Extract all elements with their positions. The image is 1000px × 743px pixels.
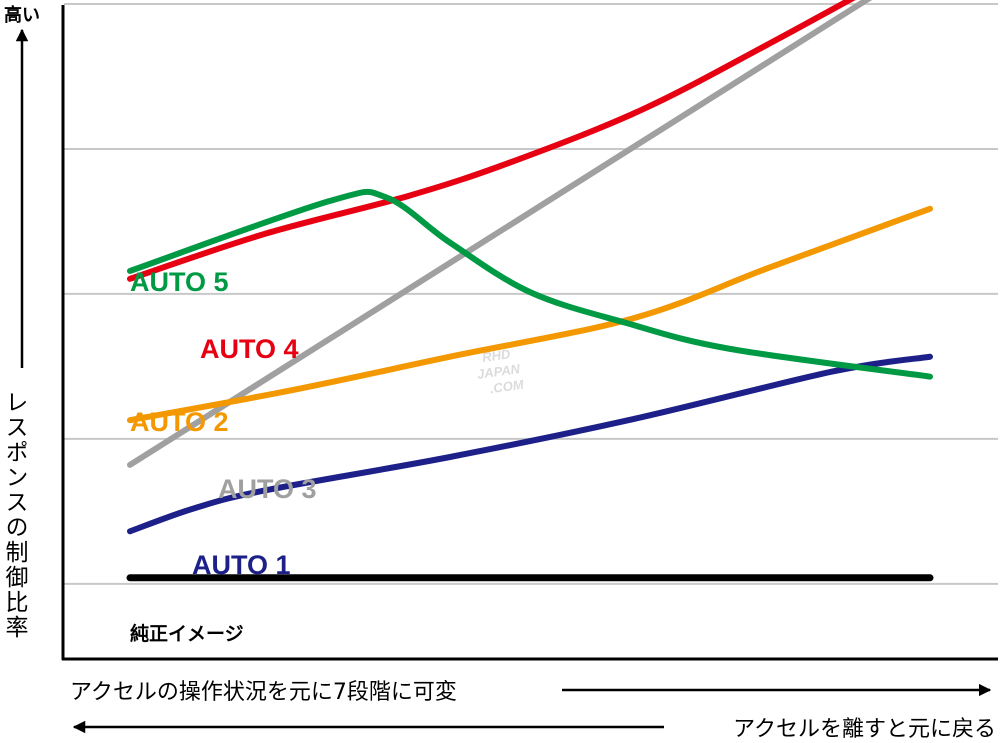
y-axis-top-label: 高い: [4, 4, 40, 26]
series-line-auto-1: [127, 353, 933, 535]
series-labels: AUTO 5 AUTO 4 AUTO 3 AUTO 2 AUTO 1: [130, 267, 317, 580]
series-label-auto-3: AUTO 3: [218, 474, 317, 504]
watermark-line-3: .COM: [489, 377, 526, 397]
x-axis-forward-label: アクセルの操作状況を元に7段階に可変: [70, 680, 457, 705]
watermark-line-2: JAPAN: [476, 361, 521, 382]
series-lines: [127, 0, 933, 535]
baseline-label: 純正イメージ: [130, 622, 244, 645]
x-axis-backward-label: アクセルを離すと元に戻る: [733, 717, 996, 742]
series-label-auto-1: AUTO 1: [192, 550, 291, 580]
series-label-auto-4: AUTO 4: [200, 334, 299, 364]
series-label-auto-5: AUTO 5: [130, 267, 229, 297]
series-label-auto-2: AUTO 2: [130, 407, 229, 437]
series-line-auto-3: [127, 0, 873, 468]
watermark-logo: RHD JAPAN .COM: [476, 346, 526, 397]
series-line-auto-5: [127, 188, 933, 380]
series-line-auto-4: [127, 0, 856, 282]
series-line-auto-2: [127, 205, 933, 424]
y-axis-label: レスポンスの制御比率: [1, 390, 29, 640]
